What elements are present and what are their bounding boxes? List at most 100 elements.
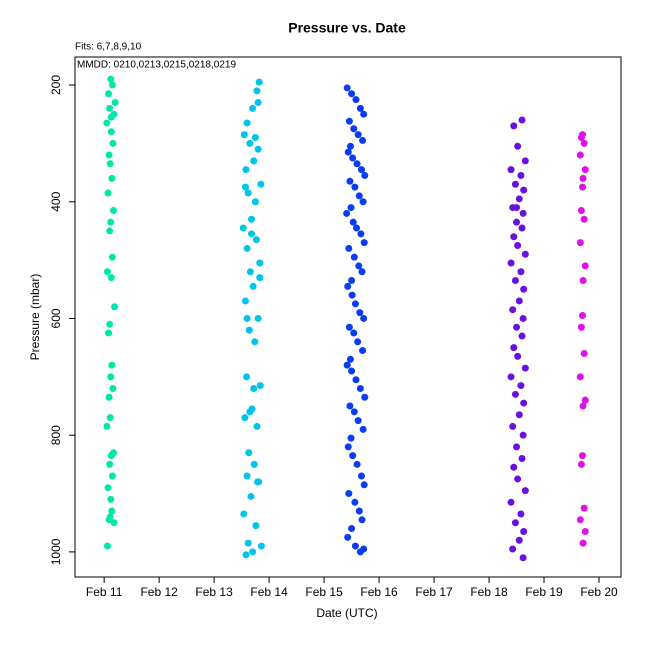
point bbox=[103, 542, 111, 550]
point bbox=[351, 183, 359, 191]
point bbox=[579, 452, 587, 460]
point bbox=[361, 171, 369, 179]
point bbox=[254, 314, 262, 322]
point bbox=[246, 139, 254, 147]
point bbox=[357, 472, 365, 480]
point bbox=[577, 460, 585, 468]
point bbox=[581, 527, 589, 535]
point bbox=[359, 136, 367, 144]
point bbox=[352, 376, 360, 384]
point bbox=[352, 96, 360, 104]
point bbox=[509, 306, 517, 314]
point bbox=[345, 244, 353, 252]
point bbox=[356, 309, 364, 317]
annotation: Fits: 6,7,8,9,10 bbox=[75, 42, 142, 53]
point bbox=[246, 408, 254, 416]
point bbox=[521, 364, 529, 372]
y-axis-label: Pressure (mbar) bbox=[28, 274, 42, 361]
point bbox=[245, 326, 253, 334]
point bbox=[521, 250, 529, 258]
x-tick-label: Feb 16 bbox=[360, 585, 398, 599]
point bbox=[360, 545, 368, 553]
point bbox=[240, 510, 248, 518]
point bbox=[254, 145, 262, 153]
point bbox=[106, 460, 114, 468]
point bbox=[103, 422, 111, 430]
point bbox=[108, 361, 116, 369]
point bbox=[349, 218, 357, 226]
y-tick-label: 400 bbox=[49, 191, 63, 211]
point bbox=[579, 277, 587, 285]
point bbox=[509, 545, 517, 553]
point bbox=[515, 297, 523, 305]
point bbox=[580, 349, 588, 357]
point bbox=[517, 171, 525, 179]
point bbox=[103, 119, 111, 127]
point bbox=[254, 99, 262, 107]
x-axis-label: Date (UTC) bbox=[316, 606, 377, 620]
point bbox=[518, 116, 526, 124]
point bbox=[107, 274, 115, 282]
point bbox=[351, 542, 359, 550]
point bbox=[361, 393, 369, 401]
point bbox=[243, 373, 251, 381]
point bbox=[345, 490, 353, 498]
point bbox=[245, 449, 253, 457]
point bbox=[248, 230, 256, 238]
point bbox=[241, 297, 249, 305]
point bbox=[346, 355, 354, 363]
point bbox=[358, 516, 366, 524]
point bbox=[239, 224, 247, 232]
point bbox=[106, 320, 114, 328]
point bbox=[577, 206, 585, 214]
point bbox=[344, 533, 352, 541]
point bbox=[510, 463, 518, 471]
point bbox=[344, 443, 352, 451]
point bbox=[249, 104, 257, 112]
x-tick-label: Feb 14 bbox=[250, 585, 288, 599]
point bbox=[107, 495, 115, 503]
point bbox=[351, 498, 359, 506]
point bbox=[103, 268, 111, 276]
point bbox=[241, 183, 249, 191]
point bbox=[581, 262, 589, 270]
point bbox=[350, 125, 358, 133]
point bbox=[511, 277, 519, 285]
x-tick-label: Feb 15 bbox=[305, 585, 343, 599]
point bbox=[360, 481, 368, 489]
point bbox=[513, 323, 521, 331]
point bbox=[355, 507, 363, 515]
point bbox=[509, 422, 517, 430]
x-tick-label: Feb 18 bbox=[470, 585, 508, 599]
point bbox=[108, 81, 116, 89]
point bbox=[254, 478, 262, 486]
point bbox=[105, 151, 113, 159]
x-tick-label: Feb 17 bbox=[415, 585, 453, 599]
point bbox=[520, 399, 528, 407]
point bbox=[348, 525, 356, 533]
point bbox=[519, 314, 527, 322]
point bbox=[243, 119, 251, 127]
point bbox=[107, 218, 115, 226]
point bbox=[250, 157, 258, 165]
point bbox=[257, 542, 265, 550]
point bbox=[347, 434, 355, 442]
x-tick-label: Feb 13 bbox=[195, 585, 233, 599]
plot-frame bbox=[74, 56, 622, 578]
point bbox=[107, 113, 115, 121]
point bbox=[356, 104, 364, 112]
point bbox=[106, 104, 114, 112]
point bbox=[348, 367, 356, 375]
point bbox=[242, 166, 250, 174]
point bbox=[513, 218, 521, 226]
point bbox=[510, 233, 518, 241]
point bbox=[111, 99, 119, 107]
point bbox=[107, 452, 115, 460]
point bbox=[248, 215, 256, 223]
point bbox=[513, 204, 521, 212]
point bbox=[359, 425, 367, 433]
point bbox=[581, 166, 589, 174]
point bbox=[519, 431, 527, 439]
point bbox=[514, 242, 522, 250]
